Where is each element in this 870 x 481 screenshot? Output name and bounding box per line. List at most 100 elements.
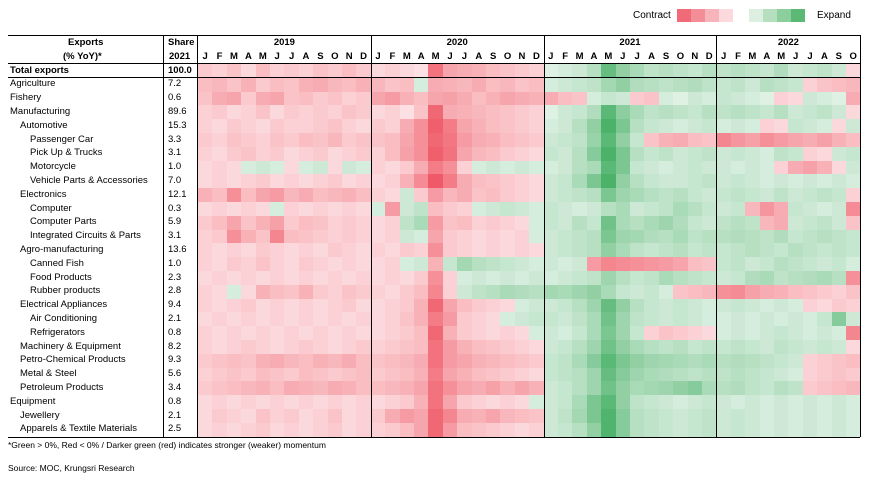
heatmap-cell	[673, 298, 688, 313]
heatmap-cell	[673, 202, 688, 216]
heatmap-cell	[428, 271, 443, 285]
heatmap-cell	[572, 284, 587, 299]
heatmap-cell	[514, 340, 530, 354]
heatmap-cell	[284, 174, 299, 189]
heatmap-cell	[385, 215, 400, 230]
heatmap-cell	[644, 133, 659, 147]
heatmap-cell	[342, 77, 357, 92]
heatmap-cell	[730, 243, 746, 258]
heatmap-cell	[270, 284, 285, 299]
heatmap-cell	[370, 202, 386, 216]
heatmap-cell	[644, 174, 659, 189]
heatmap-cell	[385, 409, 400, 423]
heatmap-cell	[846, 340, 861, 354]
heatmap-cell	[601, 160, 616, 175]
heatmap-cell	[802, 91, 818, 106]
grid-line	[860, 35, 862, 437]
heatmap-cell	[644, 326, 659, 340]
heatmap-cell	[457, 312, 472, 327]
heatmap-cell	[457, 77, 472, 92]
heatmap-cell	[385, 146, 400, 161]
heatmap-cell	[270, 353, 285, 368]
heatmap-cell	[572, 395, 587, 409]
heatmap-cell	[615, 409, 630, 423]
heatmap-cell	[615, 298, 630, 313]
heatmap-cell	[543, 271, 558, 285]
heatmap-cell	[471, 215, 486, 230]
heatmap-cell	[298, 409, 314, 423]
heatmap-cell	[428, 326, 443, 340]
heatmap-cell	[428, 353, 443, 368]
heatmap-cell	[313, 381, 328, 396]
heatmap-cell	[370, 353, 386, 368]
grid-line	[8, 35, 861, 36]
heatmap-cell	[745, 202, 760, 216]
row-label: Petro-Chemical Products	[20, 354, 126, 366]
heatmap-cell	[241, 340, 256, 354]
heatmap-cell	[774, 326, 789, 340]
heatmap-cell	[615, 353, 630, 368]
heatmap-cell	[370, 422, 386, 437]
heatmap-cell	[370, 312, 386, 327]
row-label: Equipment	[10, 395, 56, 407]
heatmap-cell	[615, 243, 630, 258]
heatmap-cell	[615, 395, 630, 409]
heatmap-cell	[644, 64, 659, 78]
heatmap-cell	[774, 202, 789, 216]
heatmap-cell	[745, 271, 760, 285]
heatmap-cell	[313, 271, 328, 285]
heatmap-cell	[471, 160, 486, 175]
heatmap-cell	[356, 243, 371, 258]
month-label: F	[562, 51, 569, 62]
heatmap-cell	[212, 202, 227, 216]
heatmap-cell	[370, 243, 386, 258]
heatmap-cell	[356, 229, 371, 244]
heatmap-cell	[759, 105, 774, 120]
heatmap-cell	[428, 215, 443, 230]
heatmap-cell	[198, 353, 213, 368]
heatmap-cell	[313, 367, 328, 382]
row-share: 2.3	[168, 271, 182, 283]
heatmap-cell	[342, 160, 357, 175]
heatmap-cell	[586, 133, 602, 147]
heatmap-cell	[817, 188, 832, 202]
heatmap-cell	[846, 133, 861, 147]
grid-line	[8, 63, 861, 64]
heatmap-cell	[342, 174, 357, 189]
heatmap-cell	[241, 312, 256, 327]
heatmap-cell	[342, 409, 357, 423]
heatmap-cell	[212, 340, 227, 354]
heatmap-cell	[716, 91, 731, 106]
month-label: J	[548, 51, 554, 62]
heatmap-cell	[212, 395, 227, 409]
heatmap-cell	[586, 422, 602, 437]
heatmap-cell	[241, 146, 256, 161]
month-label: D	[532, 51, 540, 62]
heatmap-cell	[399, 257, 414, 271]
heatmap-cell	[788, 381, 803, 396]
heatmap-cell	[774, 243, 789, 258]
heatmap-cell	[601, 64, 616, 78]
heatmap-cell	[601, 188, 616, 202]
heatmap-cell	[831, 326, 846, 340]
heatmap-cell	[687, 381, 702, 396]
month-label: J	[720, 51, 727, 62]
heatmap-cell	[298, 243, 314, 258]
heatmap-cell	[788, 215, 803, 230]
heatmap-cell	[327, 77, 342, 92]
month-label: M	[777, 51, 786, 62]
heatmap-cell	[644, 257, 659, 271]
heatmap-cell	[428, 229, 443, 244]
row-share: 0.8	[168, 326, 182, 338]
heatmap-cell	[457, 91, 472, 106]
heatmap-cell	[428, 146, 443, 161]
heatmap-cell	[414, 229, 429, 244]
heatmap-cell	[414, 284, 429, 299]
heatmap-cell	[342, 202, 357, 216]
heatmap-cell	[846, 367, 861, 382]
heatmap-cell	[500, 188, 515, 202]
heatmap-cell	[558, 188, 573, 202]
heatmap-cell	[486, 298, 501, 313]
heatmap-cell	[774, 257, 789, 271]
heatmap-cell	[774, 229, 789, 244]
